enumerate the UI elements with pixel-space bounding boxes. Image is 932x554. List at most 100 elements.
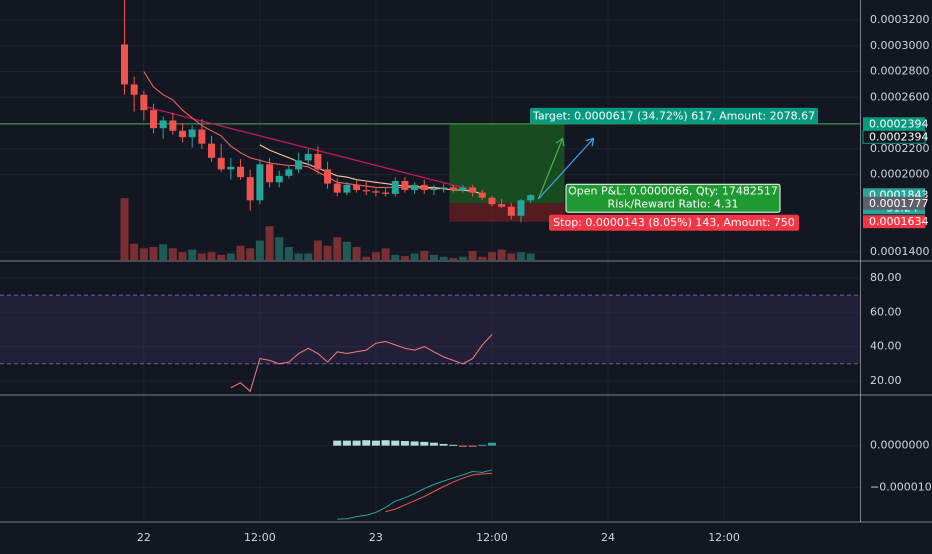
macd-histogram-bar (487, 442, 496, 446)
volume-bar (352, 247, 361, 260)
pnl-label-box[interactable] (565, 183, 781, 213)
rsi-pane[interactable] (0, 294, 860, 393)
candle-body[interactable] (411, 184, 419, 191)
candle-body[interactable] (449, 187, 457, 191)
price-badge-label: 0.0001634 (869, 215, 929, 228)
x-tick-label: 23 (369, 531, 383, 544)
candle-body[interactable] (517, 200, 525, 216)
candle-body[interactable] (362, 190, 370, 192)
candle-body[interactable] (527, 195, 535, 201)
candle-body[interactable] (237, 166, 245, 178)
candle-body[interactable] (169, 120, 177, 131)
price-badge (863, 196, 925, 210)
volume-bar (255, 240, 264, 260)
volume-bar (478, 256, 487, 260)
volume-bar (333, 237, 342, 260)
volume-bar (217, 254, 226, 260)
macd-histogram-bar (420, 441, 429, 446)
macd-line (337, 469, 493, 520)
volume-bar (429, 254, 438, 260)
candle-body[interactable] (391, 180, 399, 194)
projection-arrow[interactable] (537, 138, 594, 200)
target-label: Target: 0.0000617 (34.72%) 617, Amount: … (532, 109, 815, 122)
macd-tick-label: 0.0000000 (870, 439, 930, 452)
candle-body[interactable] (198, 129, 206, 144)
axis-corner (861, 523, 932, 550)
volume-bar (304, 253, 313, 260)
volume-bar (265, 226, 274, 260)
volume-bar (420, 250, 429, 260)
candle-body[interactable] (372, 191, 380, 193)
volume-bar (400, 256, 409, 260)
candle-body[interactable] (285, 169, 293, 176)
volume-bar (207, 252, 216, 260)
candle-body[interactable] (179, 130, 187, 138)
candle-body[interactable] (130, 84, 138, 95)
volume-bar (458, 256, 467, 260)
candle-body[interactable] (430, 188, 438, 191)
volume-bar (362, 256, 371, 260)
price-badges: 0.00023940.00023940.000184331:240.000177… (862, 117, 929, 229)
candle-body[interactable] (498, 204, 506, 207)
candle-body[interactable] (275, 175, 283, 183)
price-tick-label: 0.0002800 (870, 65, 930, 78)
stop-zone[interactable] (449, 203, 565, 222)
volume-bar (236, 245, 245, 260)
candle-body[interactable] (150, 110, 158, 129)
x-tick-label: 12:00 (244, 531, 276, 544)
macd-histogram-bar (458, 445, 467, 447)
candle-body[interactable] (188, 129, 196, 138)
candle-body[interactable] (507, 206, 515, 216)
price-tick-label: 0.0003200 (870, 13, 930, 26)
candle-body[interactable] (324, 169, 332, 184)
candle-body[interactable] (420, 184, 428, 191)
rsi-tick-label: 60.00 (870, 305, 902, 318)
volume-bar (410, 253, 419, 260)
price-badge (863, 215, 925, 229)
candle-body[interactable] (333, 183, 341, 193)
candle-body[interactable] (343, 184, 351, 193)
rsi-tick-label: 20.00 (870, 374, 902, 387)
candle-body[interactable] (159, 120, 167, 129)
projection-arrow-head (585, 137, 595, 147)
candle-body[interactable] (401, 180, 409, 191)
candle-body[interactable] (140, 94, 148, 111)
candle-body[interactable] (353, 184, 361, 191)
macd-histogram-bar (410, 441, 419, 446)
candle-body[interactable] (314, 153, 322, 170)
candle-body[interactable] (382, 192, 390, 194)
x-tick-label: 22 (137, 531, 151, 544)
x-tick-label: 12:00 (476, 531, 508, 544)
candle-body[interactable] (256, 164, 264, 201)
candle-body[interactable] (121, 44, 128, 85)
volume-bar (197, 253, 206, 260)
volume-bar (381, 248, 390, 260)
candle-body[interactable] (217, 157, 225, 170)
candle-body[interactable] (266, 164, 274, 183)
x-tick-label: 24 (601, 531, 615, 544)
candle-body[interactable] (488, 197, 496, 205)
candle-body[interactable] (459, 187, 467, 191)
candle-body[interactable] (227, 166, 235, 170)
candle-body[interactable] (469, 187, 477, 193)
price-tick-label: 0.0002000 (870, 168, 930, 181)
trend-line[interactable] (143, 105, 473, 191)
candle-body[interactable] (295, 160, 303, 170)
price-badge-label: 0.0002394 (869, 130, 929, 143)
candle-body[interactable] (304, 153, 312, 161)
target-zone[interactable] (449, 123, 565, 204)
projection-arrow[interactable] (537, 138, 564, 200)
macd-histogram-bar (439, 443, 448, 446)
target-label-box[interactable] (530, 107, 818, 124)
volume-bar (391, 254, 400, 260)
macd-pane[interactable] (333, 440, 496, 520)
candle-body[interactable] (478, 192, 486, 198)
candle-body[interactable] (208, 143, 216, 158)
stop-label-box[interactable] (549, 214, 799, 231)
price-pane[interactable]: Target: 0.0000617 (34.72%) 617, Amount: … (0, 0, 860, 260)
volume-bar (323, 245, 332, 260)
candle-body[interactable] (246, 177, 254, 201)
candle-body[interactable] (440, 187, 448, 189)
